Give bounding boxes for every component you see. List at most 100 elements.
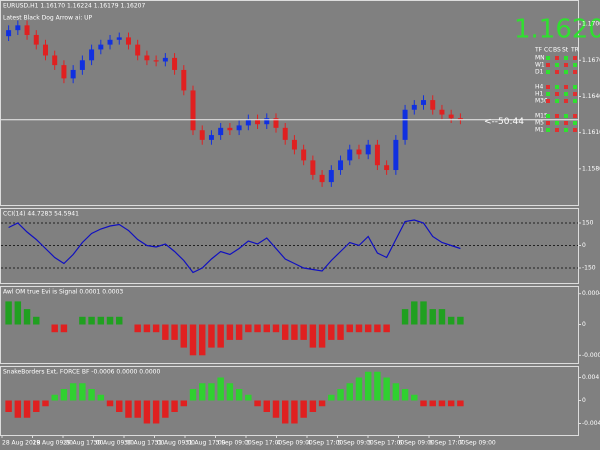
candle-body [208,135,214,140]
histogram-bar [374,324,381,333]
histogram-bar [42,400,49,407]
info-row: M5 [535,120,544,127]
histogram-bar [14,301,22,325]
histogram-bar [309,324,317,348]
time-label: 30 Aug 09:00 [94,440,135,447]
candle-body [402,109,408,140]
candle-body [33,34,39,45]
histogram-bar [245,324,252,333]
candle-body [255,119,261,125]
time-label: 6 Sep 09:00 [399,440,435,447]
y-tick-label: -150 [582,265,596,272]
histogram-bar [199,383,206,401]
candle-body [61,65,67,79]
histogram-bar [254,324,261,333]
candle-body [218,127,224,136]
histogram-bar [438,400,446,407]
histogram-bar [5,400,12,412]
candle-body [393,139,399,171]
y-tick-label: 0.0004 [582,290,600,297]
histogram-bar [281,324,289,340]
status-dot [555,56,559,60]
panel-title: CCI(14) 44.7283 54.5941 [3,211,79,218]
info-row: D1 [535,69,544,76]
candle-body [273,118,279,128]
histogram-bar [457,400,464,407]
histogram-bar [346,383,353,401]
y-tick-label: 1.17000 [582,21,600,28]
status-dot [555,85,559,89]
time-label: 6 Sep 17:00 [429,440,465,447]
histogram-bar [217,377,224,401]
histogram-bar [143,400,151,424]
histogram-bar [88,316,95,325]
histogram-bar [208,324,215,348]
histogram-bar [429,400,436,407]
histogram-bar [291,324,298,340]
histogram-bar [171,324,178,340]
status-dot [564,85,568,89]
status-dot [573,114,577,118]
histogram-bar [208,383,215,401]
histogram-bar [364,324,372,333]
candle-body [430,100,436,110]
histogram-bar [33,316,40,325]
status-dot [573,85,577,89]
status-dot [546,56,550,60]
status-dot [564,114,568,118]
histogram-bar [14,400,22,418]
candle-body [448,114,454,119]
status-dot [564,56,568,60]
status-dot [555,128,559,132]
histogram-bar [447,316,455,325]
histogram-bar [116,400,123,412]
status-dot [546,99,550,103]
info-header: St [562,47,569,54]
status-dot [555,114,559,118]
histogram-bar [88,389,95,401]
time-label: 7 Sep 09:00 [460,440,496,447]
candle-body [6,30,12,37]
histogram-bar [97,394,105,401]
histogram-bar [263,400,270,412]
info-row: M30 [535,98,548,105]
candle-body [291,139,297,150]
candle-body [24,25,30,35]
time-label: 28 Aug 2018 [2,440,41,447]
big-price: 1.16207 [514,15,600,45]
histogram-bar [33,400,40,412]
histogram-bar [438,309,446,325]
histogram-bar [79,383,86,401]
histogram-bar [162,324,169,340]
status-dot [564,99,568,103]
histogram-bar [60,324,68,333]
time-label: 5 Sep 09:00 [338,440,374,447]
time-label: 4 Sep 17:00 [307,440,343,447]
countdown: <--50:44 [484,117,524,127]
histogram-bar [23,309,31,325]
histogram-bar [300,400,307,418]
info-header: TF [534,47,543,54]
histogram-bar [180,400,188,407]
candle-body [70,69,76,79]
histogram-bar [106,400,114,407]
candle-body [264,118,270,125]
histogram-bar [291,400,298,424]
histogram-bar [401,389,409,401]
candle-body [125,37,131,45]
candle-body [181,69,187,91]
candle-body [162,57,168,62]
histogram-bar [383,377,390,401]
time-label: 3 Sep 09:00 [216,440,252,447]
histogram-bar [272,400,280,418]
histogram-bar [355,377,363,401]
y-tick-label: -0.0004 [582,352,600,359]
candle-body [356,149,362,155]
histogram-bar [152,324,160,333]
candle-body [365,144,371,155]
status-dot [573,128,577,132]
histogram-bar [383,324,390,333]
histogram-bar [180,324,188,348]
status-dot [546,63,550,67]
